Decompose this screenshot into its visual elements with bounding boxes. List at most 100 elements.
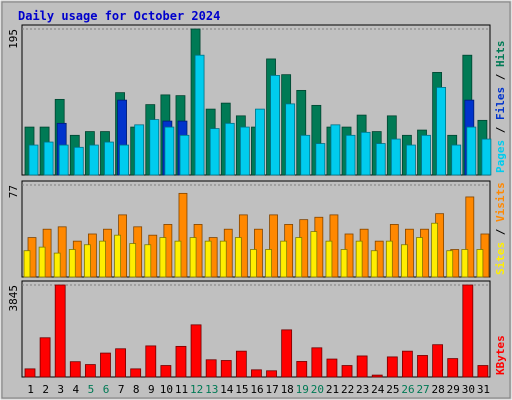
bar-visits-day-30	[465, 196, 475, 278]
bar-sites-day-30	[461, 249, 469, 278]
bar-kbytes-day-17	[266, 370, 277, 378]
bar-pages-day-17	[270, 75, 280, 176]
bar-pages-day-20	[315, 143, 326, 176]
bar-sites-day-7	[114, 234, 121, 278]
bar-pages-day-18	[285, 103, 296, 176]
chart-panels: 195 Pages / Files / Hits 77 Sites / Visits 3…	[7, 24, 507, 378]
bar-kbytes-day-31	[477, 365, 489, 378]
bar-kbytes-day-29	[447, 358, 459, 378]
bar-sites-day-13	[204, 240, 212, 278]
bar-sites-day-29	[446, 250, 454, 278]
bar-sites-day-26	[401, 244, 408, 278]
bar-sites-day-28	[431, 222, 439, 278]
bar-kbytes-day-2	[39, 337, 51, 378]
bar-kbytes-day-27	[417, 355, 428, 378]
x-label-day-23: 23	[356, 383, 369, 396]
bar-pages-day-5	[88, 144, 99, 176]
bar-sites-day-12	[189, 237, 197, 278]
legend-files: Files	[494, 87, 507, 120]
bar-kbytes-day-11	[175, 345, 187, 378]
x-label-day-25: 25	[386, 383, 399, 396]
bar-kbytes-day-23	[356, 355, 368, 378]
bar-kbytes-day-7	[115, 348, 126, 378]
legend-visits: Visits	[494, 182, 507, 222]
bar-kbytes-day-15	[235, 350, 247, 378]
panel-usage: 195 Pages / Files / Hits	[7, 24, 507, 176]
x-label-day-12: 12	[190, 383, 203, 396]
legend-kbytes: KBytes	[494, 335, 507, 375]
legend-visits: Sites / Visits	[494, 182, 507, 275]
bar-kbytes-day-3	[54, 284, 66, 378]
x-label-day-3: 3	[57, 383, 64, 396]
bar-sites-day-23	[355, 240, 363, 278]
x-label-day-29: 29	[447, 383, 460, 396]
bar-kbytes-day-4	[69, 361, 81, 378]
bar-kbytes-day-22	[341, 365, 353, 378]
bar-sites-day-25	[385, 240, 393, 278]
bar-sites-day-5	[83, 244, 91, 278]
bar-pages-day-21	[330, 124, 341, 176]
bar-kbytes-day-1	[24, 368, 36, 378]
bar-sites-day-31	[476, 249, 484, 278]
bar-kbytes-day-14	[220, 360, 232, 378]
x-label-day-28: 28	[432, 383, 445, 396]
bar-kbytes-day-19	[296, 361, 308, 378]
bar-kbytes-day-12	[190, 324, 202, 378]
bar-kbytes-day-10	[160, 365, 172, 378]
legend-separator: /	[494, 120, 507, 140]
x-label-day-7: 7	[118, 383, 125, 396]
x-axis-labels: 1 2 3 4 5 6 7 8 9 10 11 12 13 14 15 16 17 18 19 20 21 22 23 24 2…	[27, 383, 490, 396]
bar-sites-day-18	[280, 240, 288, 278]
bar-kbytes-day-8	[130, 368, 142, 378]
bar-pages-day-22	[345, 134, 356, 176]
bar-sites-day-19	[295, 237, 303, 278]
bar-sites-day-24	[370, 250, 378, 278]
x-label-day-21: 21	[326, 383, 339, 396]
x-label-day-13: 13	[205, 383, 218, 396]
bar-sites-day-9	[144, 244, 152, 278]
bar-kbytes-day-30	[462, 284, 474, 378]
bar-visits-day-11	[178, 192, 188, 278]
bar-pages-day-31	[481, 138, 492, 176]
bar-visits-day-3	[57, 226, 67, 278]
bar-kbytes-day-9	[145, 345, 157, 378]
bar-sites-day-17	[265, 249, 272, 278]
bar-pages-day-15	[239, 126, 250, 176]
bar-pages-day-24	[375, 143, 386, 176]
x-label-day-10: 10	[160, 383, 173, 396]
x-label-day-11: 11	[175, 383, 188, 396]
panel-kbytes: 3845 KBytes	[7, 280, 507, 378]
bar-pages-day-1	[28, 144, 39, 176]
x-label-day-15: 15	[235, 383, 248, 396]
bar-sites-day-10	[159, 237, 167, 278]
x-label-day-18: 18	[281, 383, 294, 396]
bar-kbytes-day-21	[326, 358, 338, 378]
bar-pages-day-19	[300, 134, 311, 176]
x-label-day-22: 22	[341, 383, 354, 396]
bar-sites-day-2	[38, 246, 46, 278]
bar-pages-day-7	[119, 144, 129, 176]
bar-sites-day-20	[310, 231, 318, 278]
bar-sites-day-6	[99, 240, 106, 278]
bar-kbytes-day-20	[311, 347, 323, 378]
bar-pages-day-13	[209, 128, 220, 176]
bar-kbytes-day-6	[100, 352, 111, 378]
bar-sites-day-14	[219, 240, 227, 278]
x-label-day-27: 27	[416, 383, 429, 396]
x-label-day-31: 31	[477, 383, 490, 396]
chart-title: Daily usage for October 2024	[18, 9, 220, 23]
bar-pages-day-10	[164, 126, 175, 176]
x-label-day-1: 1	[27, 383, 34, 396]
bar-pages-day-30	[466, 126, 477, 176]
x-label-day-20: 20	[311, 383, 324, 396]
x-label-day-8: 8	[133, 383, 140, 396]
bar-pages-day-3	[58, 144, 69, 176]
bar-kbytes-day-18	[281, 329, 293, 378]
x-label-day-24: 24	[371, 383, 385, 396]
bar-pages-day-11	[179, 134, 190, 176]
x-label-day-19: 19	[296, 383, 309, 396]
y-max-label: 3845	[7, 285, 20, 312]
bar-kbytes-day-16	[251, 369, 262, 378]
bar-pages-day-27	[421, 134, 431, 176]
